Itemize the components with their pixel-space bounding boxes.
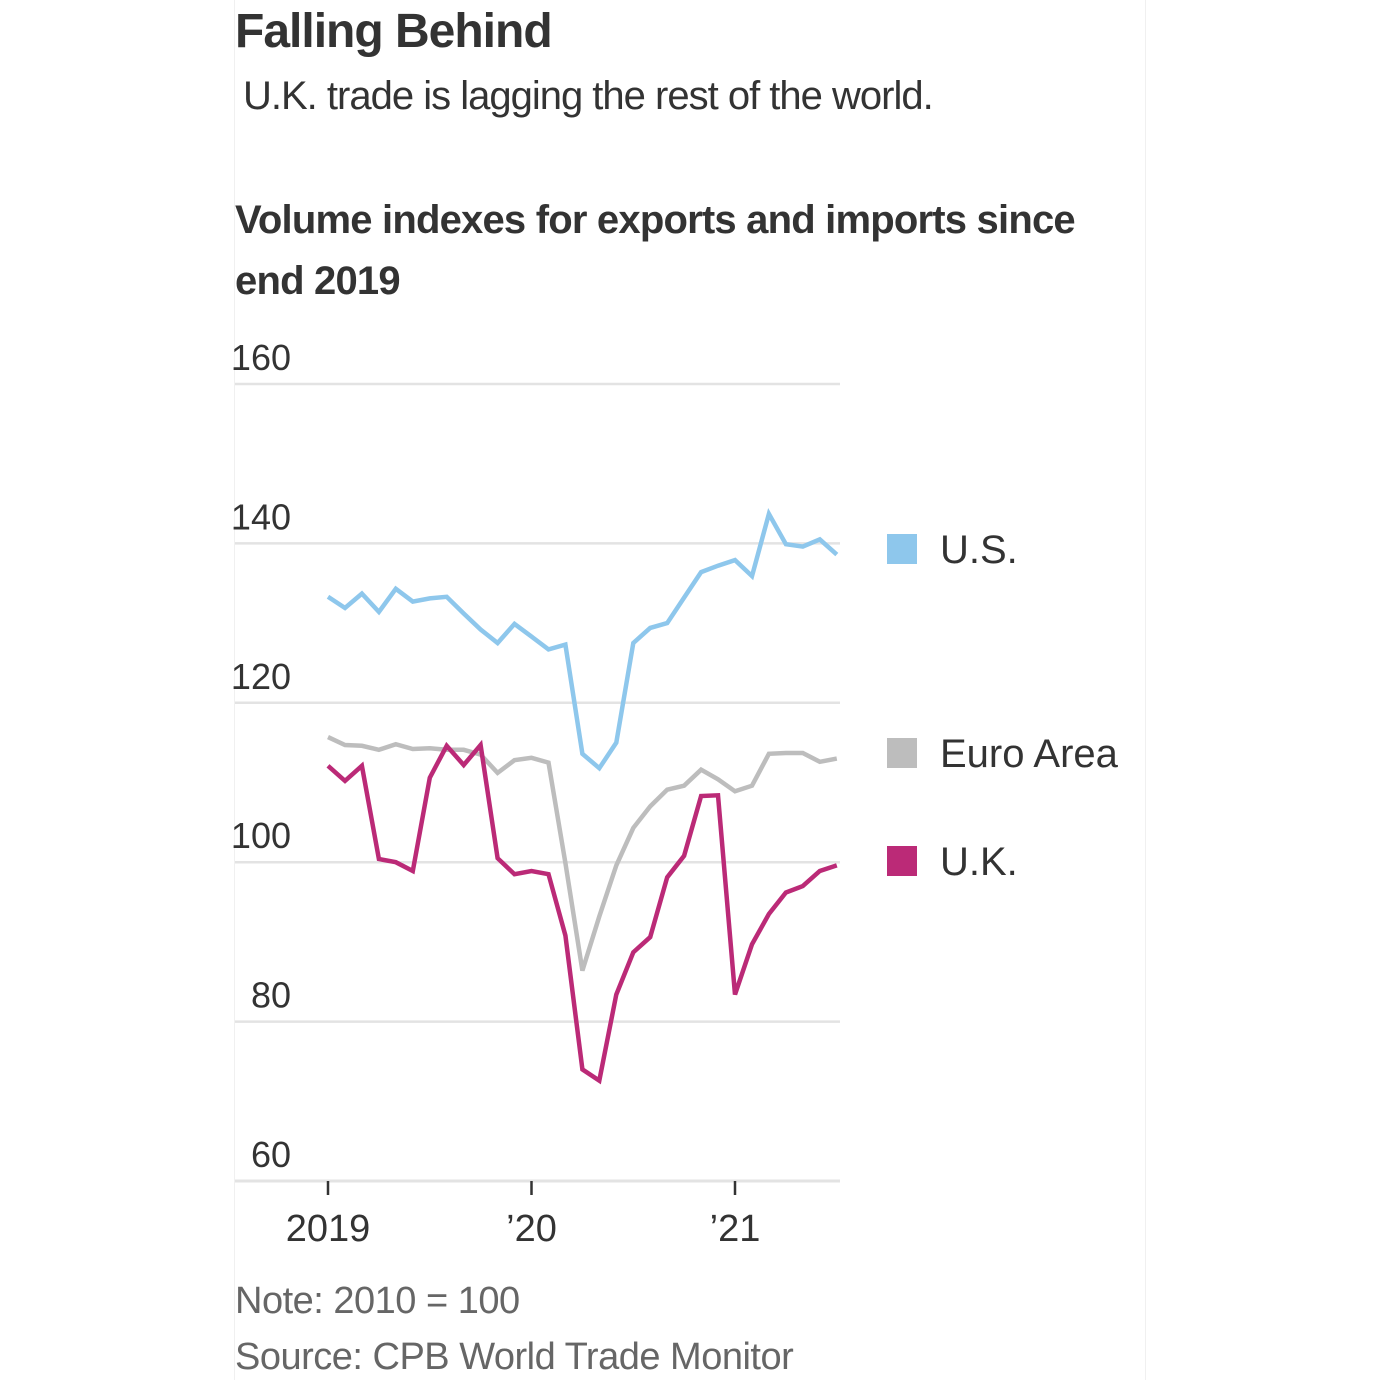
- x-tick-label-1: ’20: [506, 1208, 557, 1250]
- series-lines: [326, 508, 839, 1085]
- chart-source: Source: CPB World Trade Monitor: [235, 1336, 794, 1378]
- x-tick-label-0: 2019: [286, 1208, 371, 1250]
- x-axis: 2019 ’20 ’21: [286, 1181, 761, 1250]
- chart-title: Volume indexes for exports and imports s…: [235, 198, 1076, 303]
- legend: U.S. Euro Area U.K.: [887, 528, 1119, 884]
- legend-label-euro-area: Euro Area: [940, 732, 1119, 776]
- legend-swatch-u-k: [887, 846, 917, 876]
- y-tick-label-140: 140: [231, 496, 291, 537]
- y-tick-label-120: 120: [231, 656, 291, 697]
- legend-label-u-s: U.S.: [940, 528, 1018, 572]
- chart-note: Note: 2010 = 100: [235, 1280, 520, 1322]
- series-line-u-s: [326, 508, 839, 772]
- gridlines: [235, 382, 840, 1183]
- chart-subheadline: U.K. trade is lagging the rest of the wo…: [243, 74, 934, 118]
- y-tick-label-100: 100: [231, 815, 291, 856]
- legend-swatch-euro-area: [887, 738, 917, 768]
- y-tick-label-80: 80: [251, 975, 291, 1016]
- series-line-u-k: [326, 739, 838, 1085]
- chart-panel: [234, 0, 1146, 1380]
- chart-headline: Falling Behind: [235, 5, 553, 58]
- legend-swatch-u-s: [887, 534, 917, 564]
- y-tick-label-160: 160: [231, 337, 291, 378]
- y-axis-labels: 60 80 100 120 140 160: [231, 337, 291, 1175]
- x-tick-label-2: ’21: [710, 1208, 761, 1250]
- series-line-euro-area: [327, 735, 838, 972]
- legend-label-u-k: U.K.: [940, 840, 1018, 884]
- y-tick-label-60: 60: [251, 1134, 291, 1175]
